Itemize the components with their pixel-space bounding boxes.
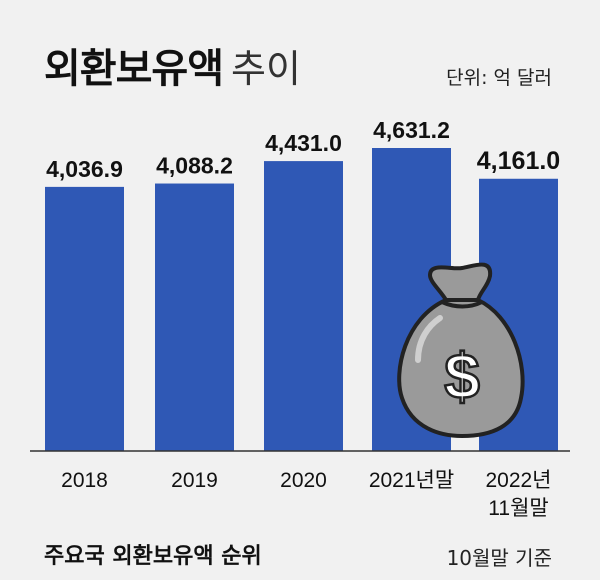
x-tick-label-4-0: 2022년 bbox=[485, 469, 551, 492]
title-sub: 추이 bbox=[231, 47, 301, 91]
x-tick-label-2: 2020 bbox=[280, 469, 327, 492]
x-tick-label-3: 2021년말 bbox=[369, 469, 454, 492]
bar-value-label-4: 4,161.0 bbox=[477, 147, 560, 175]
title-main: 외환보유액 bbox=[44, 46, 224, 92]
footer-title: 주요국 외환보유액 순위 bbox=[44, 544, 262, 569]
x-tick-label-0: 2018 bbox=[61, 469, 108, 492]
bar-value-label-0: 4,036.9 bbox=[46, 156, 123, 182]
bar-0 bbox=[45, 186, 124, 451]
bar-value-label-1: 4,088.2 bbox=[156, 153, 233, 179]
footer-note: 10월말 기준 bbox=[446, 546, 552, 570]
chart-title: 외환보유액 추이 bbox=[44, 36, 301, 94]
bar-2 bbox=[264, 161, 343, 451]
bar-value-label-3: 4,631.2 bbox=[373, 117, 450, 143]
bar-1 bbox=[155, 183, 234, 451]
x-tick-label-1: 2019 bbox=[171, 469, 218, 492]
bar-value-label-2: 4,431.0 bbox=[265, 130, 342, 156]
unit-label: 단위: 억 달러 bbox=[446, 67, 552, 89]
money-bag-dollar-icon: $ bbox=[397, 262, 525, 439]
svg-text:$: $ bbox=[444, 340, 480, 412]
x-tick-label-4-1: 11월말 bbox=[488, 497, 548, 520]
